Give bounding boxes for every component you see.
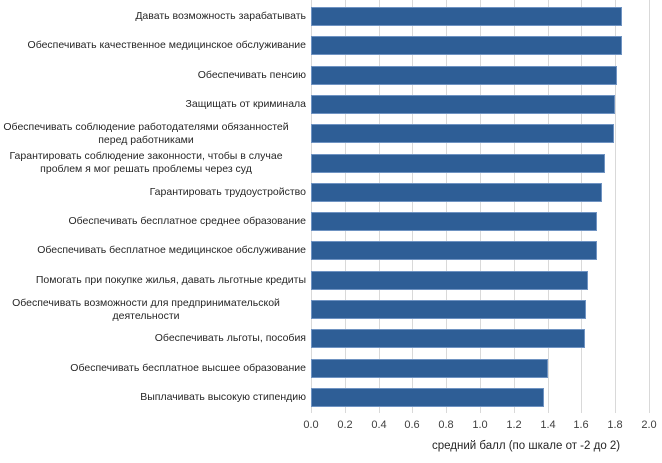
category-label: Обеспечивать пенсию	[197, 69, 306, 81]
bar	[311, 359, 548, 378]
category-label: Обеспечивать качественное медицинское об…	[27, 39, 306, 51]
x-tick-label: 1.2	[506, 419, 522, 431]
x-tick-label: 0.2	[337, 419, 353, 431]
category-label: Обеспечивать бесплатное медицинское обсл…	[37, 244, 306, 256]
bar	[311, 7, 622, 26]
x-tick-label: 0.0	[303, 419, 319, 431]
category-label: Обеспечивать бесплатное среднее образова…	[68, 215, 306, 227]
bar	[311, 241, 597, 260]
category-label: Гарантировать трудоустройство	[149, 186, 306, 198]
category-label: Гарантировать соблюдение законности, что…	[9, 150, 283, 175]
gridline	[581, 0, 582, 413]
bar	[311, 388, 544, 407]
gridline	[311, 0, 312, 413]
gridline	[379, 0, 380, 413]
bar	[311, 300, 586, 319]
x-tick-label: 0.6	[404, 419, 420, 431]
x-axis-title: средний балл (по шкале от -2 до 2)	[432, 440, 621, 452]
bar	[311, 66, 617, 85]
category-label: Помогать при покупке жилья, давать льгот…	[35, 274, 306, 286]
category-label: Выплачивать высокую стипендию	[140, 391, 306, 403]
x-tick-label: 1.6	[573, 419, 589, 431]
gridline	[514, 0, 515, 413]
gridline	[412, 0, 413, 413]
bar	[311, 183, 602, 202]
bar	[311, 271, 588, 290]
bar	[311, 154, 605, 173]
bar	[311, 95, 615, 114]
bar	[311, 212, 597, 231]
category-label: Обеспечивать соблюдение работодателями о…	[3, 121, 289, 146]
category-label: Защищать от криминала	[185, 98, 306, 110]
bar	[311, 124, 614, 143]
category-label: Давать возможность зарабатывать	[135, 10, 306, 22]
x-tick-label: 1.0	[472, 419, 488, 431]
gridline	[345, 0, 346, 413]
x-tick-label: 0.4	[371, 419, 387, 431]
x-tick-label: 1.4	[540, 419, 556, 431]
x-tick-label: 1.8	[607, 419, 623, 431]
gridline	[446, 0, 447, 413]
gridline	[480, 0, 481, 413]
gridline	[615, 0, 616, 413]
gridline	[649, 0, 650, 413]
bar	[311, 329, 585, 348]
x-tick-label: 0.8	[438, 419, 454, 431]
category-label: Обеспечивать возможности для предпринима…	[12, 297, 280, 322]
x-tick-label: 2.0	[641, 419, 657, 431]
bar	[311, 36, 622, 55]
gridline	[548, 0, 549, 413]
category-label: Обеспечивать бесплатное высшее образован…	[70, 362, 306, 374]
category-label: Обеспечивать льготы, пособия	[154, 332, 306, 344]
